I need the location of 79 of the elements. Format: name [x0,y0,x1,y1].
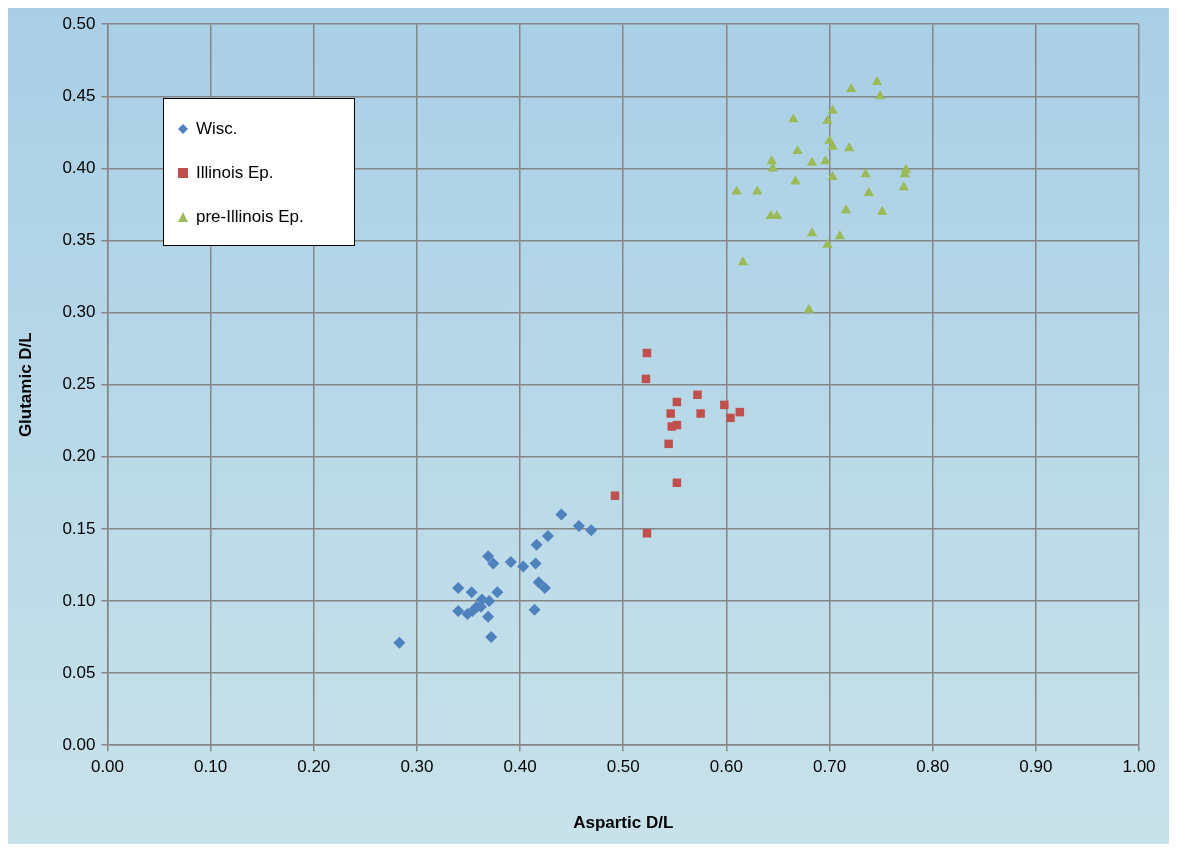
point [528,603,541,616]
point [788,113,799,123]
point [610,491,620,500]
point [465,586,478,599]
point [834,230,846,240]
point [504,556,517,569]
x-tick-label: 0.00 [90,757,125,777]
point [393,636,406,649]
x-tick-label: 0.40 [503,757,537,777]
point [485,631,498,644]
point [664,439,673,449]
point [572,520,585,533]
x-tick-label: 0.60 [709,757,743,777]
point [693,390,702,400]
x-tick-label: 0.30 [400,757,434,777]
point [863,186,874,196]
point [840,204,852,214]
point [822,238,833,248]
point [452,582,465,595]
y-tick-label: 0.15 [62,518,96,538]
point [530,538,543,551]
y-tick-label: 0.10 [62,590,96,610]
point [541,530,554,543]
point [483,595,496,607]
point [452,605,465,618]
point [806,227,818,237]
point [585,524,598,537]
point [803,303,815,313]
point [871,75,883,85]
y-tick-label: 0.00 [62,734,96,754]
y-tick-label: 0.05 [62,662,96,682]
point [482,610,495,623]
point [538,582,551,595]
x-tick-label: 0.10 [194,757,228,777]
y-tick-label: 0.30 [62,302,96,322]
point [517,560,530,573]
point [827,171,838,181]
x-tick-label: 0.20 [297,757,331,777]
point [726,413,735,423]
x-axis-title: Aspartic D/L [573,813,674,833]
x-tick-label: 0.80 [916,757,950,777]
point [846,83,857,93]
y-axis-title: Glutamic D/L [15,332,35,438]
point [860,168,871,178]
point [790,175,801,185]
point [487,557,500,570]
y-tick-label: 0.40 [62,158,96,178]
point [843,142,855,152]
point [766,155,777,165]
point [806,156,818,166]
point [720,400,729,410]
x-tick-label: 0.90 [1019,757,1053,777]
legend-label: Illinois Ep. [196,163,274,183]
y-tick-label: 0.50 [62,13,96,33]
point [491,586,504,599]
point [820,155,831,165]
x-tick-label: 0.70 [813,757,847,777]
point [737,256,749,266]
legend-label: pre-Illinois Ep. [196,207,304,227]
point [827,140,838,150]
point [532,576,545,589]
point [666,409,675,418]
point [822,114,833,124]
point [555,508,568,521]
x-tick-label: 0.50 [606,757,640,777]
point [696,409,705,418]
point [792,145,803,155]
y-tick-label: 0.20 [62,446,96,466]
y-tick-label: 0.25 [62,374,96,394]
point [827,104,838,114]
point [529,557,542,570]
point [898,181,910,191]
y-tick-label: 0.45 [62,85,96,105]
legend-label: Wisc. [196,119,238,139]
y-tick-label: 0.35 [62,230,96,250]
point [482,550,495,563]
point [874,90,886,100]
point [876,205,888,215]
x-tick-label: 1.00 [1122,757,1156,777]
